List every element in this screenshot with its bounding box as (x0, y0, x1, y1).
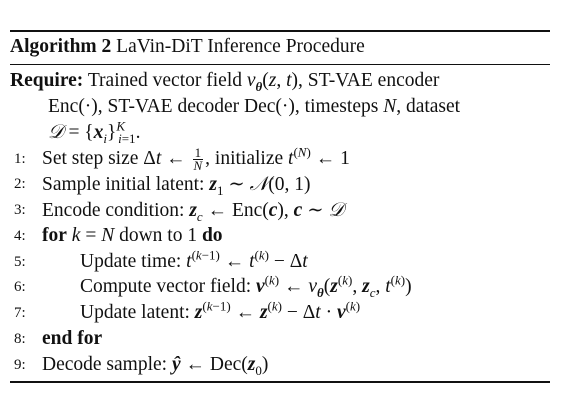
algorithm-label: Algorithm 2 (10, 36, 112, 57)
vector-field-symbol: vθ(z, t) (246, 70, 299, 94)
require-line: Require: Trained vector field vθ(z, t), … (10, 70, 440, 94)
line-3-math: zc ← Enc(c), c ∼ 𝒟 (189, 198, 344, 224)
line-9-math: ŷ ← Dec(z0) (171, 353, 269, 378)
algorithm-line-9: 9: Decode sample: ŷ ← Dec(z0) (10, 352, 550, 378)
caption-rule (10, 64, 550, 65)
line-2-text: Sample initial latent: (42, 174, 205, 196)
algorithm-line-8: 8: end for (10, 326, 550, 352)
line-number: 6: (14, 279, 26, 296)
algorithm-line-2: 2: Sample initial latent: z1 ∼ 𝒩(0, 1) (10, 171, 550, 197)
top-rule (10, 30, 550, 32)
for-keyword: for (42, 224, 67, 246)
line-4-math: k = N (71, 224, 115, 246)
line-5-text: Update time: (80, 250, 182, 272)
line-number: 9: (14, 356, 26, 373)
line-number: 7: (14, 305, 26, 322)
line-number: 1: (14, 150, 26, 167)
line-1-text-a: Set step size (42, 147, 139, 169)
algorithm-title: LaVin-DiT Inference Procedure (116, 36, 365, 57)
require-continuation-2: 𝒟 = {xi}Ki=1. (48, 118, 141, 146)
line-number: 8: (14, 331, 26, 348)
do-keyword: do (201, 224, 223, 246)
line-1-text-b: , initialize (205, 147, 284, 169)
line-2-math: z1 ∼ 𝒩(0, 1) (209, 172, 311, 199)
algorithm-body: Require: Trained vector field vθ(z, t) , … (10, 65, 550, 381)
line-7-math: z(k−1) ← z(k) − Δt · v(k) (194, 298, 361, 324)
line-1-math-b: t(N) ← 1 (288, 144, 350, 169)
line-9-text: Decode sample: (42, 353, 168, 375)
algorithm-line-4: 4: for k = N down to 1 do (10, 223, 550, 249)
line-7-text: Update latent: (80, 302, 190, 324)
line-number: 3: (14, 202, 26, 219)
algorithm-line-3: 3: Encode condition: zc ← Enc(c), c ∼ 𝒟 (10, 197, 550, 223)
line-number: 2: (14, 176, 26, 193)
require-keyword: Require: (10, 70, 84, 91)
require-text-1: Trained vector field (87, 70, 242, 91)
line-number: 5: (14, 253, 26, 270)
line-number: 4: (14, 227, 26, 244)
end-for-keyword: end for (42, 328, 103, 350)
line-4-text: down to 1 (119, 224, 198, 246)
algorithm-caption: Algorithm 2 LaVin-DiT Inference Procedur… (10, 32, 550, 64)
line-5-math: t(k−1) ← t(k) − Δt (186, 247, 308, 272)
line-3-text: Encode condition: (42, 200, 185, 222)
require-continuation-1: Enc(·), ST-VAE decoder Dec(·), timesteps… (48, 95, 461, 117)
algorithm-block: Algorithm 2 LaVin-DiT Inference Procedur… (10, 30, 550, 383)
bottom-rule (10, 380, 550, 383)
line-6-math: v(k) ← vθ(z(k), zc, t(k)) (256, 272, 412, 301)
require-text-2: ST-VAE encoder (307, 70, 440, 91)
line-6-text: Compute vector field: (80, 276, 252, 298)
algorithm-line-7: 7: Update latent: z(k−1) ← z(k) − Δt · v… (10, 300, 550, 326)
algorithm-line-6: 6: Compute vector field: v(k) ← vθ(z(k),… (10, 274, 550, 300)
algorithm-line-5: 5: Update time: t(k−1) ← t(k) − Δt (10, 247, 550, 275)
